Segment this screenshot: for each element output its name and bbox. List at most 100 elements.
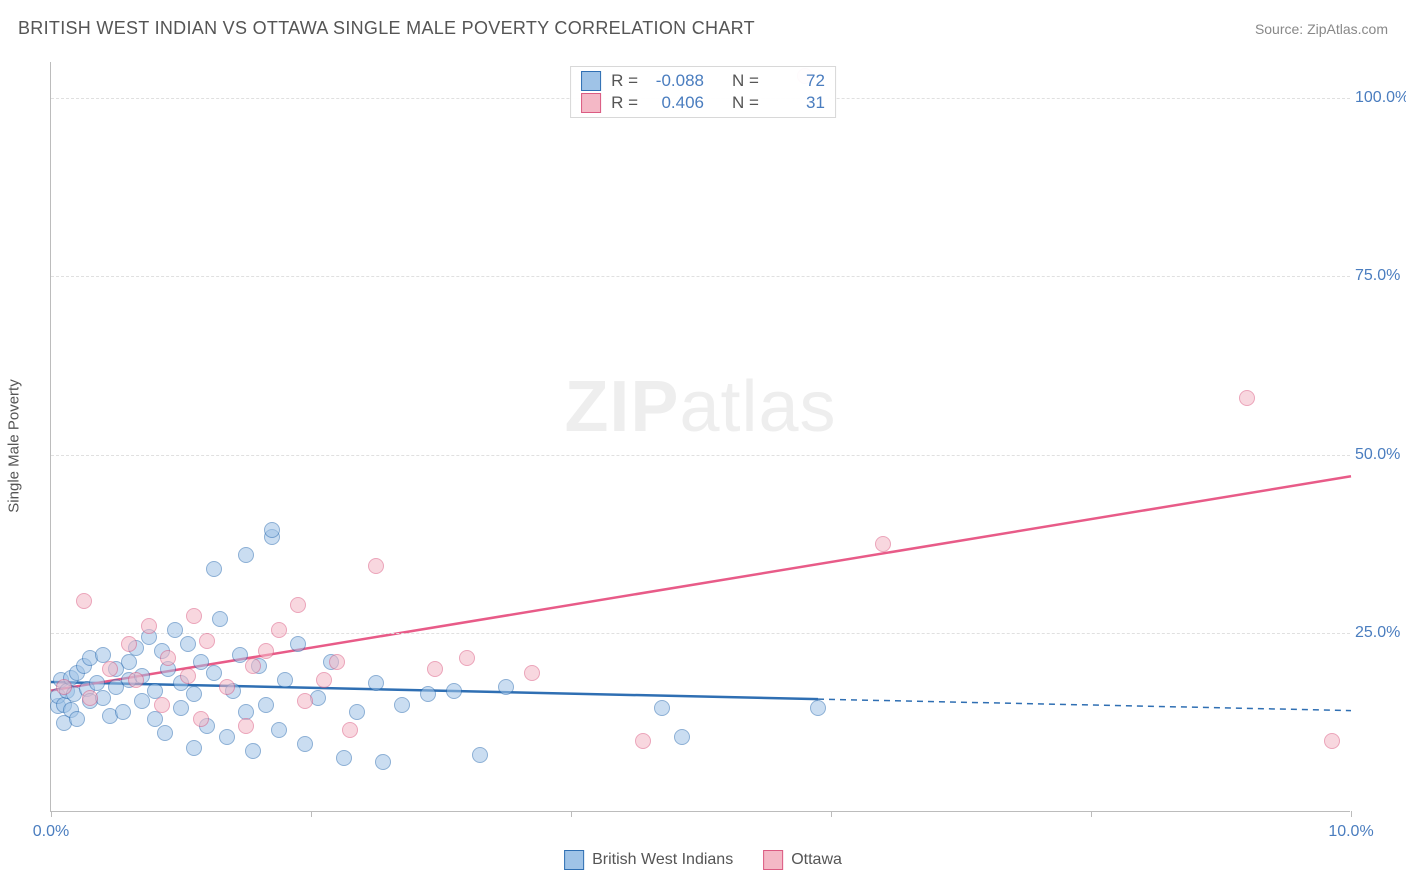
x-tick — [831, 811, 832, 817]
legend-stats-row-0: R = -0.088 N = 72 — [581, 70, 825, 92]
y-tick-label: 75.0% — [1355, 267, 1406, 285]
chart-source: Source: ZipAtlas.com — [1255, 21, 1388, 37]
x-tick-label: 0.0% — [33, 823, 69, 841]
data-point-1 — [316, 672, 332, 688]
legend-series-swatch-0 — [564, 850, 584, 870]
grid-line — [51, 633, 1350, 634]
data-point-0 — [654, 700, 670, 716]
data-point-1 — [245, 658, 261, 674]
data-point-1 — [1239, 390, 1255, 406]
x-tick — [1091, 811, 1092, 817]
x-tick — [571, 811, 572, 817]
trend-line — [818, 699, 1351, 710]
data-point-1 — [56, 679, 72, 695]
r-label-0: R = — [611, 71, 638, 91]
data-point-0 — [212, 611, 228, 627]
data-point-0 — [336, 750, 352, 766]
data-point-0 — [498, 679, 514, 695]
data-point-0 — [290, 636, 306, 652]
y-tick-label: 100.0% — [1355, 89, 1406, 107]
data-point-1 — [427, 661, 443, 677]
data-point-1 — [297, 693, 313, 709]
data-point-1 — [258, 643, 274, 659]
data-point-1 — [193, 711, 209, 727]
legend-item-0: British West Indians — [564, 850, 733, 870]
data-point-0 — [134, 693, 150, 709]
r-label-1: R = — [611, 93, 638, 113]
legend-series-label-1: Ottawa — [791, 851, 842, 869]
data-point-0 — [245, 743, 261, 759]
data-point-0 — [264, 522, 280, 538]
data-point-0 — [297, 736, 313, 752]
data-point-0 — [167, 622, 183, 638]
data-point-1 — [199, 633, 215, 649]
data-point-1 — [76, 593, 92, 609]
data-point-0 — [277, 672, 293, 688]
data-point-0 — [674, 729, 690, 745]
scatter-plot-area: ZIPatlas 25.0%50.0%75.0%100.0%0.0%10.0% — [50, 62, 1350, 812]
source-prefix: Source: — [1255, 21, 1307, 37]
legend-stats-box: R = -0.088 N = 72 R = 0.406 N = 31 — [570, 66, 836, 118]
n-value-1: 31 — [769, 93, 825, 113]
y-tick-label: 50.0% — [1355, 446, 1406, 464]
legend-swatch-1 — [581, 93, 601, 113]
data-point-1 — [160, 650, 176, 666]
data-point-0 — [810, 700, 826, 716]
data-point-0 — [420, 686, 436, 702]
data-point-0 — [375, 754, 391, 770]
data-point-0 — [219, 729, 235, 745]
data-point-1 — [290, 597, 306, 613]
n-label-1: N = — [732, 93, 759, 113]
data-point-1 — [82, 690, 98, 706]
data-point-1 — [238, 718, 254, 734]
data-point-0 — [173, 700, 189, 716]
y-tick-label: 25.0% — [1355, 624, 1406, 642]
data-point-0 — [186, 686, 202, 702]
data-point-1 — [329, 654, 345, 670]
data-point-1 — [186, 608, 202, 624]
data-point-0 — [186, 740, 202, 756]
data-point-0 — [394, 697, 410, 713]
data-point-1 — [524, 665, 540, 681]
chart-header: BRITISH WEST INDIAN VS OTTAWA SINGLE MAL… — [18, 18, 1388, 39]
data-point-0 — [147, 711, 163, 727]
data-point-0 — [258, 697, 274, 713]
watermark-zip: ZIP — [564, 367, 679, 447]
y-axis-title: Single Male Poverty — [6, 379, 23, 512]
data-point-0 — [157, 725, 173, 741]
x-tick — [311, 811, 312, 817]
data-point-0 — [368, 675, 384, 691]
data-point-1 — [271, 622, 287, 638]
data-point-1 — [368, 558, 384, 574]
data-point-1 — [875, 536, 891, 552]
r-value-1: 0.406 — [648, 93, 704, 113]
legend-swatch-0 — [581, 71, 601, 91]
data-point-0 — [206, 561, 222, 577]
source-name: ZipAtlas.com — [1307, 21, 1388, 37]
legend-stats-row-1: R = 0.406 N = 31 — [581, 92, 825, 114]
data-point-0 — [121, 654, 137, 670]
data-point-1 — [1324, 733, 1340, 749]
data-point-1 — [342, 722, 358, 738]
legend-item-1: Ottawa — [763, 850, 842, 870]
data-point-0 — [472, 747, 488, 763]
data-point-0 — [446, 683, 462, 699]
watermark-atlas: atlas — [679, 367, 836, 447]
x-tick-label: 10.0% — [1328, 823, 1373, 841]
data-point-0 — [271, 722, 287, 738]
legend-series-label-0: British West Indians — [592, 851, 733, 869]
legend-series-swatch-1 — [763, 850, 783, 870]
data-point-0 — [115, 704, 131, 720]
n-value-0: 72 — [769, 71, 825, 91]
data-point-1 — [635, 733, 651, 749]
data-point-0 — [206, 665, 222, 681]
data-point-1 — [219, 679, 235, 695]
grid-line — [51, 276, 1350, 277]
data-point-0 — [69, 711, 85, 727]
data-point-1 — [141, 618, 157, 634]
data-point-1 — [154, 697, 170, 713]
legend-series: British West Indians Ottawa — [564, 850, 842, 870]
n-label-0: N = — [732, 71, 759, 91]
chart-title: BRITISH WEST INDIAN VS OTTAWA SINGLE MAL… — [18, 18, 755, 39]
x-tick — [51, 811, 52, 817]
